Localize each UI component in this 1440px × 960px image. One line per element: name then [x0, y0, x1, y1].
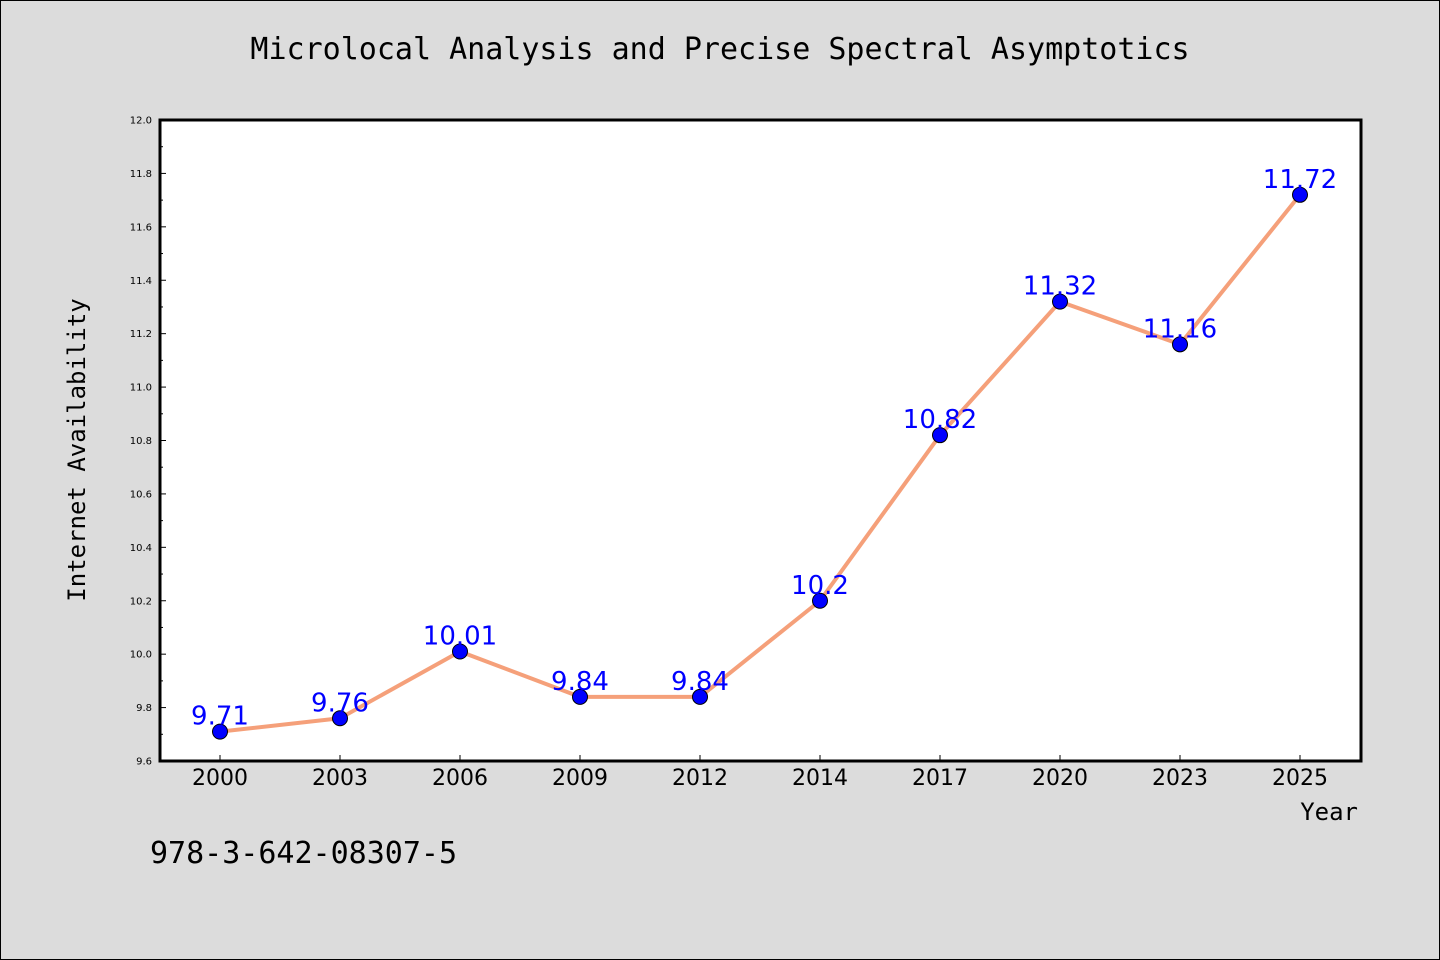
data-label: 9.71: [191, 702, 249, 732]
data-point: [932, 427, 948, 444]
y-axis-ticks: 9.6 9.8 10.0 10.2 10.4 10.6 10.8 11.0 11.2 11.4 11…: [130, 116, 166, 768]
y-tick-label: 10.6: [130, 489, 152, 500]
x-axis-label: Year: [1300, 798, 1358, 826]
x-tick-label: 2017: [912, 766, 968, 791]
isbn-text: 978-3-642-08307-5: [150, 836, 458, 871]
y-tick-label: 9.6: [136, 757, 152, 768]
data-point: [572, 688, 588, 705]
data-label: 10.82: [903, 405, 977, 435]
data-label: 9.76: [311, 688, 369, 718]
y-tick-label: 11.6: [130, 222, 152, 233]
y-tick-label: 10.2: [130, 596, 152, 607]
x-tick-label: 2025: [1272, 766, 1328, 791]
y-tick-label: 12.0: [130, 116, 152, 127]
data-label: 11.16: [1143, 314, 1217, 344]
x-tick-label: 2009: [552, 766, 608, 791]
x-tick-label: 2012: [672, 766, 728, 791]
y-tick-label: 10.0: [130, 650, 152, 661]
plot-area: [158, 118, 1363, 763]
series-line: [219, 193, 1302, 734]
y-tick-label: 11.2: [130, 329, 152, 340]
y-tick-label: 11.8: [130, 169, 152, 180]
data-point: [692, 688, 708, 705]
x-tick-label: 2014: [792, 766, 848, 791]
x-tick-label: 2000: [192, 766, 248, 791]
x-tick-label: 2023: [1152, 766, 1208, 791]
y-tick-label: 11.0: [130, 383, 152, 394]
y-tick-label: 10.8: [130, 436, 152, 447]
x-tick-label: 2020: [1032, 766, 1088, 791]
y-tick-label: 10.4: [130, 543, 152, 554]
data-point: [452, 643, 468, 660]
data-label: 10.01: [423, 621, 497, 651]
data-label: 9.84: [671, 667, 729, 697]
y-axis-label: Internet Availability: [63, 298, 91, 601]
data-label: 10.2: [791, 571, 849, 601]
x-tick-label: 2006: [432, 766, 488, 791]
data-point: [1172, 336, 1188, 353]
y-tick-label: 9.8: [136, 703, 152, 714]
data-labels: 9.71 9.76 10.01 9.84 9.84 10.2 10.82 11.32 11.16…: [191, 165, 1337, 732]
y-tick-label: 11.4: [130, 276, 152, 287]
x-axis-ticks: 2000 2003 2006 2009 2012 2014 2017 2020 2023 2025: [192, 755, 1328, 791]
x-tick-label: 2003: [312, 766, 368, 791]
data-point: [332, 710, 348, 727]
data-label: 11.72: [1263, 165, 1337, 195]
data-markers: [212, 186, 1308, 740]
data-label: 11.32: [1023, 272, 1097, 302]
chart-title: Microlocal Analysis and Precise Spectral…: [250, 32, 1190, 67]
data-point: [1292, 186, 1308, 203]
data-point: [212, 723, 228, 740]
data-point: [1052, 293, 1068, 310]
data-point: [812, 592, 828, 609]
data-label: 9.84: [551, 667, 609, 697]
